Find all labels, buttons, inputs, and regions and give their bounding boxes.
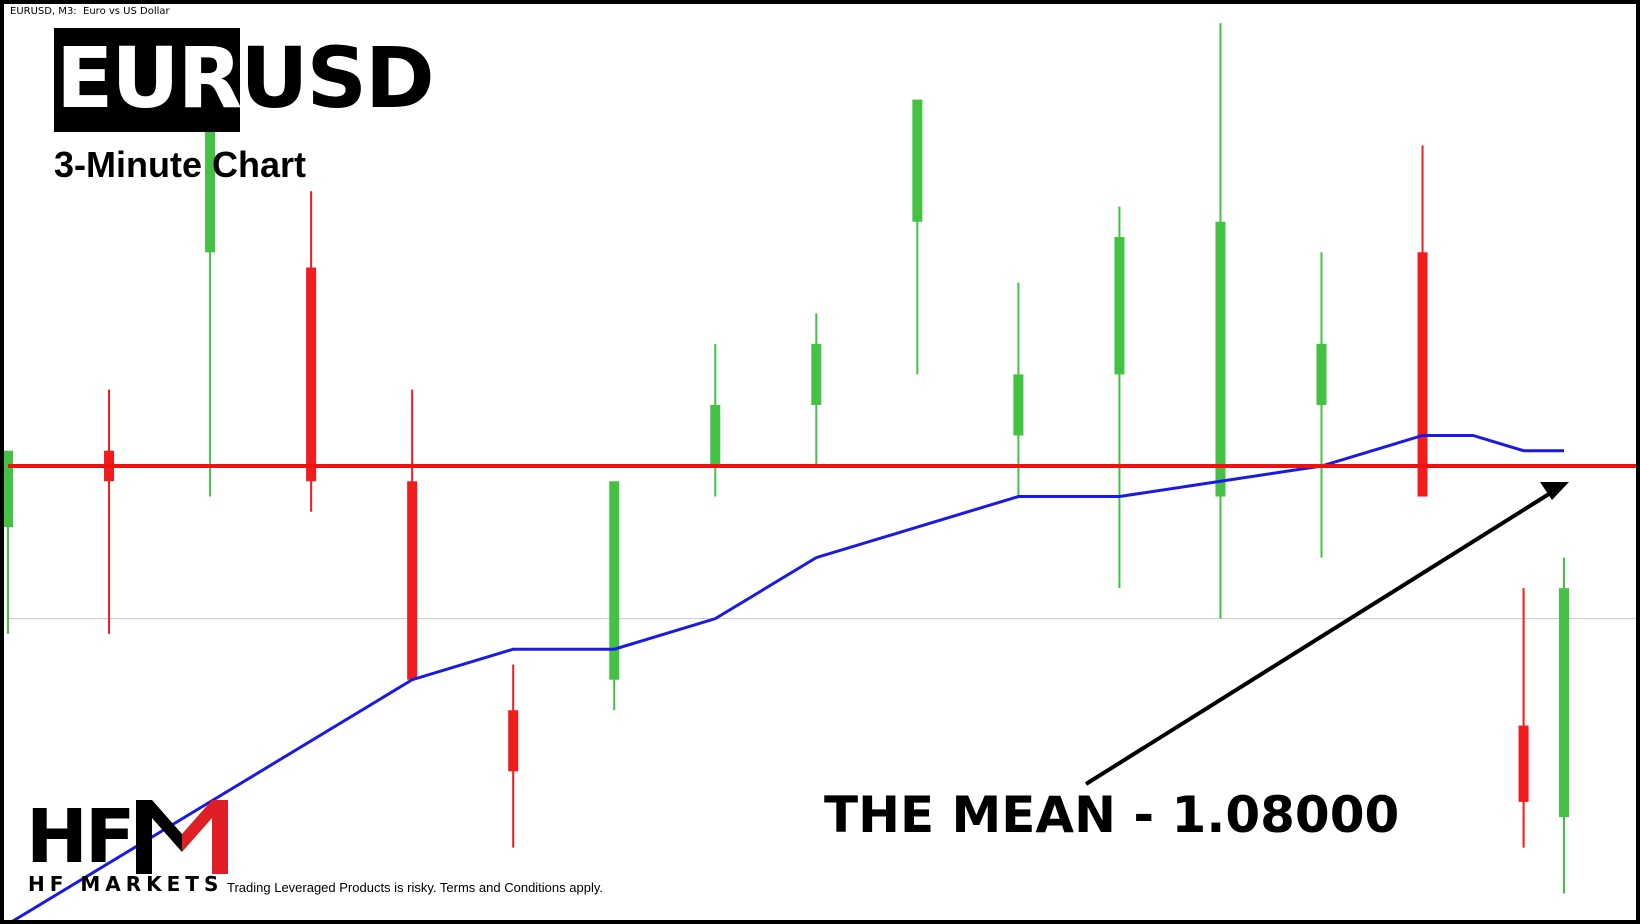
logo-subtext: HF MARKETS	[28, 872, 224, 896]
candle-body	[1559, 588, 1569, 818]
candle-body	[205, 114, 216, 253]
annotation-arrow	[1084, 492, 1551, 786]
risk-disclaimer: Trading Leveraged Products is risky. Ter…	[227, 880, 603, 895]
candle-body	[4, 450, 13, 528]
candle-body	[1114, 237, 1125, 375]
candle-body	[407, 481, 418, 680]
candle-body	[1518, 725, 1529, 802]
chart-title: EUR USD	[54, 28, 435, 132]
title-rest: USD	[240, 29, 434, 127]
hfm-logo: HF HF MARKETS	[26, 794, 228, 896]
candle-body	[1417, 252, 1428, 497]
candle-body	[306, 267, 317, 482]
logo-hf-text: HF	[26, 794, 135, 880]
annotation-arrow-head	[1540, 482, 1569, 500]
mean-annotation-label: THE MEAN - 1.08000	[824, 786, 1400, 844]
candlestick-series	[4, 23, 1569, 894]
candle-body	[1215, 221, 1226, 497]
candle-body	[811, 343, 822, 405]
title-highlight: EUR	[54, 28, 242, 132]
hfm-m-logo-icon	[136, 800, 228, 874]
candle-body	[912, 99, 923, 222]
price-chart	[4, 23, 1636, 920]
candle-body	[508, 710, 519, 772]
candle-body	[710, 404, 721, 466]
symbol-tag: EURUSD, M3: Euro vs US Dollar	[10, 6, 170, 17]
candle-body	[1316, 343, 1327, 405]
candle-body	[1013, 374, 1024, 436]
candle-body	[609, 481, 620, 680]
moving-average-line	[11, 433, 1564, 920]
chart-subtitle: 3-Minute Chart	[54, 144, 306, 185]
